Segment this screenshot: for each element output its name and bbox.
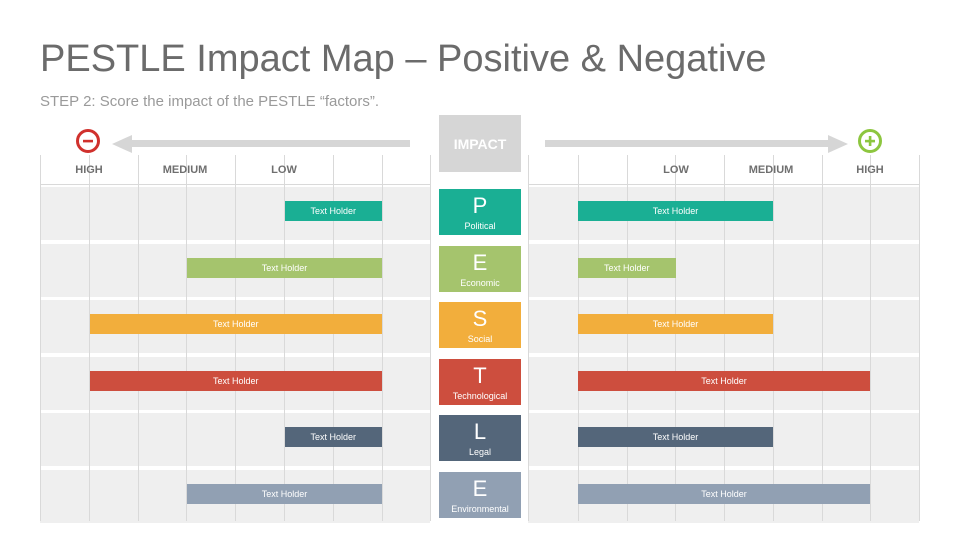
grid-line	[138, 155, 139, 521]
factor-letter: L	[473, 419, 487, 445]
negative-impact-bar: Text Holder	[284, 427, 382, 448]
grid-line	[773, 155, 774, 521]
negative-arrow	[130, 140, 410, 147]
positive-impact-bar: Text Holder	[578, 201, 773, 221]
factor-tile: T Technological	[439, 358, 521, 405]
factor-name: Legal	[468, 447, 492, 458]
negative-arrowhead	[112, 135, 132, 153]
factor-tile: S Social	[439, 302, 521, 349]
minus-circle-icon	[76, 129, 100, 153]
negative-impact-bar: Text Holder	[89, 370, 382, 391]
grid-line	[724, 155, 725, 521]
factor-name: Social	[467, 334, 493, 345]
grid-line	[235, 155, 236, 521]
grid-line	[186, 155, 187, 521]
scale-left-high: HIGH	[75, 164, 103, 176]
grid-line	[382, 155, 383, 521]
grid-line	[528, 155, 529, 521]
positive-arrowhead	[828, 135, 848, 153]
page-title: PESTLE Impact Map – Positive & Negative	[40, 38, 767, 80]
factor-tile: E Economic	[439, 245, 521, 292]
negative-impact-bar: Text Holder	[187, 484, 382, 504]
grid-line	[822, 155, 823, 521]
positive-impact-bar: Text Holder	[578, 314, 773, 335]
positive-impact-bar: Text Holder	[578, 427, 773, 448]
factor-name: Political	[464, 221, 496, 231]
factor-tile: L Legal	[439, 415, 521, 462]
factor-letter: T	[473, 362, 487, 388]
positive-impact-bar: Text Holder	[578, 257, 676, 278]
grid-line	[430, 155, 431, 521]
scale-left-low: LOW	[271, 164, 297, 176]
factor-name: Environmental	[451, 504, 509, 514]
grid-line	[627, 155, 628, 521]
scale-left-medium: MEDIUM	[162, 164, 208, 176]
factor-letter: P	[472, 193, 488, 218]
grid-line	[284, 155, 285, 521]
grid-line	[919, 155, 920, 521]
plus-circle-icon	[858, 129, 882, 153]
impact-header: IMPACT	[439, 115, 521, 172]
grid-line	[89, 155, 90, 521]
scale-header-line	[528, 184, 919, 185]
factor-tile: E Environmental	[439, 472, 521, 518]
scale-right-low: LOW	[663, 164, 689, 176]
negative-impact-bar: Text Holder	[89, 314, 382, 335]
scale-right-medium: MEDIUM	[748, 164, 794, 176]
negative-impact-bar: Text Holder	[187, 257, 382, 278]
factor-letter: S	[472, 306, 488, 332]
grid-line	[40, 155, 41, 521]
positive-impact-bar: Text Holder	[578, 484, 870, 504]
factor-name: Economic	[460, 277, 500, 288]
page-subtitle: STEP 2: Score the impact of the PESTLE “…	[40, 93, 380, 110]
scale-header-line	[40, 184, 430, 185]
grid-line	[333, 155, 334, 521]
grid-line	[675, 155, 676, 521]
factor-letter: E	[472, 476, 488, 501]
factor-name: Technological	[452, 390, 508, 401]
positive-impact-bar: Text Holder	[578, 370, 870, 391]
positive-arrow	[545, 140, 830, 147]
grid-line	[578, 155, 579, 521]
scale-right-high: HIGH	[856, 164, 884, 176]
negative-impact-bar: Text Holder	[284, 201, 382, 221]
factor-tile: P Political	[439, 189, 521, 235]
factor-letter: E	[472, 249, 488, 275]
grid-line	[870, 155, 871, 521]
